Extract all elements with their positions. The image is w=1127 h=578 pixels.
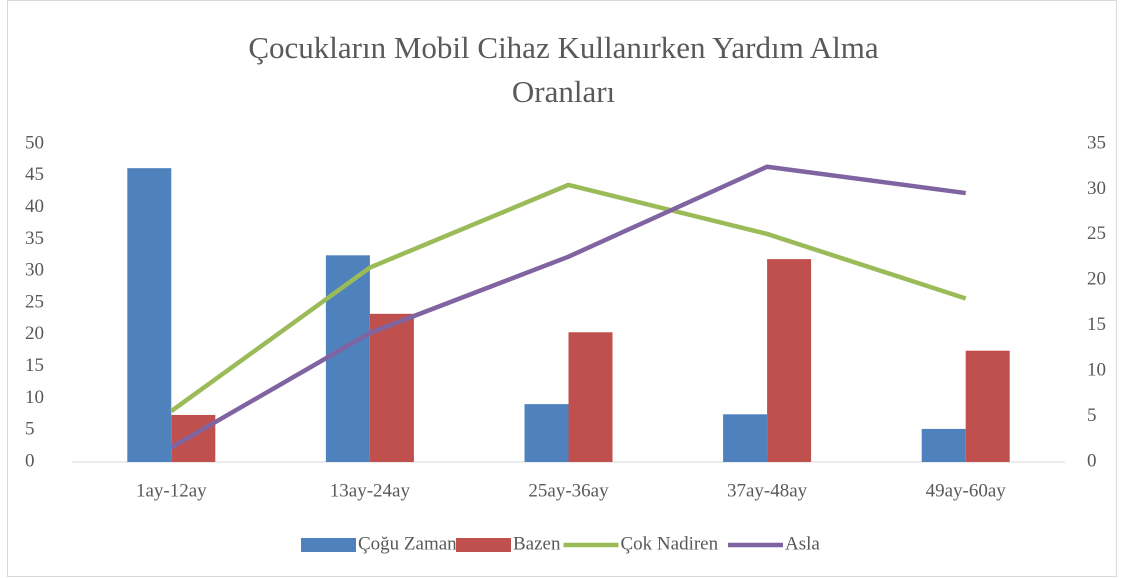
y-tick-label: 25 xyxy=(25,291,44,312)
y-tick-label: 10 xyxy=(25,387,44,408)
y-tick-label: 5 xyxy=(25,419,35,440)
x-tick-label: 49ay-60ay xyxy=(926,480,1007,501)
legend-label: Çok Nadiren xyxy=(621,533,719,554)
y2-tick-label: 25 xyxy=(1087,223,1106,244)
y-tick-label: 15 xyxy=(25,355,44,376)
line xyxy=(170,164,966,450)
y2-tick-label: 15 xyxy=(1087,314,1106,335)
bar xyxy=(767,259,812,462)
bar xyxy=(127,168,172,462)
y-tick-label: 30 xyxy=(25,260,44,281)
bar xyxy=(568,332,613,462)
bar xyxy=(369,313,414,462)
y-tick-label: 35 xyxy=(25,228,44,249)
x-tick-label: 13ay-24ay xyxy=(330,480,411,501)
x-tick-label: 37ay-48ay xyxy=(727,480,808,501)
legend-label: Çoğu Zaman xyxy=(358,533,457,554)
bar xyxy=(965,350,1010,462)
y2-tick-label: 10 xyxy=(1087,360,1106,381)
legend-label: Asla xyxy=(785,533,820,554)
legend-label: Bazen xyxy=(513,533,561,554)
chart-title: Çocukların Mobil Cihaz Kullanırken Yardı… xyxy=(248,30,879,109)
bar xyxy=(171,414,216,462)
y-tick-label: 0 xyxy=(25,450,35,471)
y-tick-label: 45 xyxy=(25,164,44,185)
y-tick-label: 20 xyxy=(25,323,44,344)
x-tick-label: 25ay-36ay xyxy=(528,480,609,501)
y-tick-label: 50 xyxy=(25,132,44,153)
x-tick-label: 1ay-12ay xyxy=(136,480,207,501)
bar xyxy=(723,414,768,462)
y2-tick-label: 35 xyxy=(1087,132,1106,153)
line xyxy=(169,182,967,413)
bar xyxy=(325,255,370,462)
bar xyxy=(921,428,966,462)
y2-tick-label: 20 xyxy=(1087,269,1106,290)
legend-swatch xyxy=(456,538,511,552)
legend-swatch xyxy=(301,538,356,552)
bar xyxy=(524,404,569,462)
y2-tick-label: 5 xyxy=(1087,405,1097,426)
chart-border xyxy=(7,0,1117,577)
y2-tick-label: 0 xyxy=(1087,450,1097,471)
y2-tick-label: 30 xyxy=(1087,178,1106,199)
y-tick-label: 40 xyxy=(25,196,44,217)
